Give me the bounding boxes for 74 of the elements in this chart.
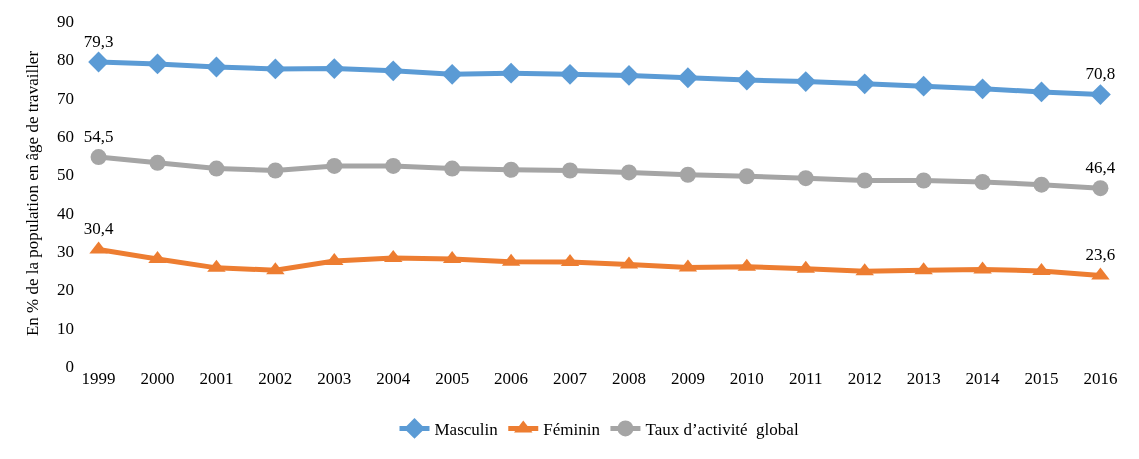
x-tick-label: 2005 [435,369,470,388]
data-label: 70,8 [1085,64,1116,84]
y-tick-label: 0 [65,356,74,376]
data-label: 23,6 [1085,245,1116,265]
point [1033,176,1050,193]
point [856,172,873,189]
legend-label: Masculin [434,420,499,440]
point [382,60,404,82]
point [264,58,286,80]
point [441,63,463,85]
point [1092,180,1109,197]
point [503,161,520,178]
point [559,63,581,85]
x-tick-label: 2004 [376,369,411,388]
x-tick-label: 2000 [140,369,175,388]
point [326,157,343,174]
point [679,166,696,183]
point [208,160,225,177]
point [323,58,345,79]
point [1031,81,1052,103]
point [677,67,699,89]
y-axis-title: En % de la population en âge de travailler [22,50,42,337]
legend-label: Taux d’activité global [645,420,799,440]
point [147,53,168,75]
point [500,62,522,84]
point [1090,84,1111,105]
data-label: 46,4 [1085,157,1116,177]
legend-label: Féminin [543,420,601,440]
x-tick-label: 2006 [494,369,529,388]
point [562,162,579,179]
point [620,164,637,181]
y-tick-label: 40 [57,203,74,223]
x-tick-label: 2002 [258,369,293,388]
x-tick-label: 2016 [1083,369,1118,388]
data-label: 79,3 [83,31,114,51]
point [385,157,402,174]
x-tick-label: 2011 [789,369,823,388]
point [267,162,284,179]
x-tick-label: 2014 [965,369,1001,388]
point [444,160,461,177]
point [854,73,876,95]
y-tick-label: 90 [57,11,74,31]
y-tick-label: 70 [57,88,74,108]
x-tick-label: 2001 [199,369,234,388]
x-tick-label: 1999 [81,369,116,388]
x-tick-label: 2003 [317,369,352,388]
x-tick-label: 2015 [1024,369,1059,388]
y-tick-label: 30 [57,241,74,261]
point [795,71,817,92]
point [974,174,991,190]
point [972,78,993,100]
x-tick-label: 2010 [729,369,764,388]
point [797,170,814,187]
data-label: 54,5 [83,126,114,146]
point [913,75,935,97]
y-tick-label: 50 [57,165,74,185]
y-tick-label: 10 [57,318,74,338]
y-tick-label: 80 [57,50,74,70]
x-tick-label: 2012 [847,369,882,388]
y-tick-label: 60 [57,126,74,146]
point [206,56,227,78]
x-tick-label: 2009 [670,369,705,388]
point [915,172,932,189]
x-tick-label: 2007 [553,369,588,388]
point [738,168,755,185]
point [618,65,640,86]
data-label: 30,4 [83,219,114,239]
y-tick-label: 20 [57,280,74,300]
point [88,51,109,73]
point [149,154,166,171]
point [736,69,758,91]
x-tick-label: 2008 [611,369,646,388]
point [90,149,107,166]
x-tick-label: 2013 [906,369,941,388]
